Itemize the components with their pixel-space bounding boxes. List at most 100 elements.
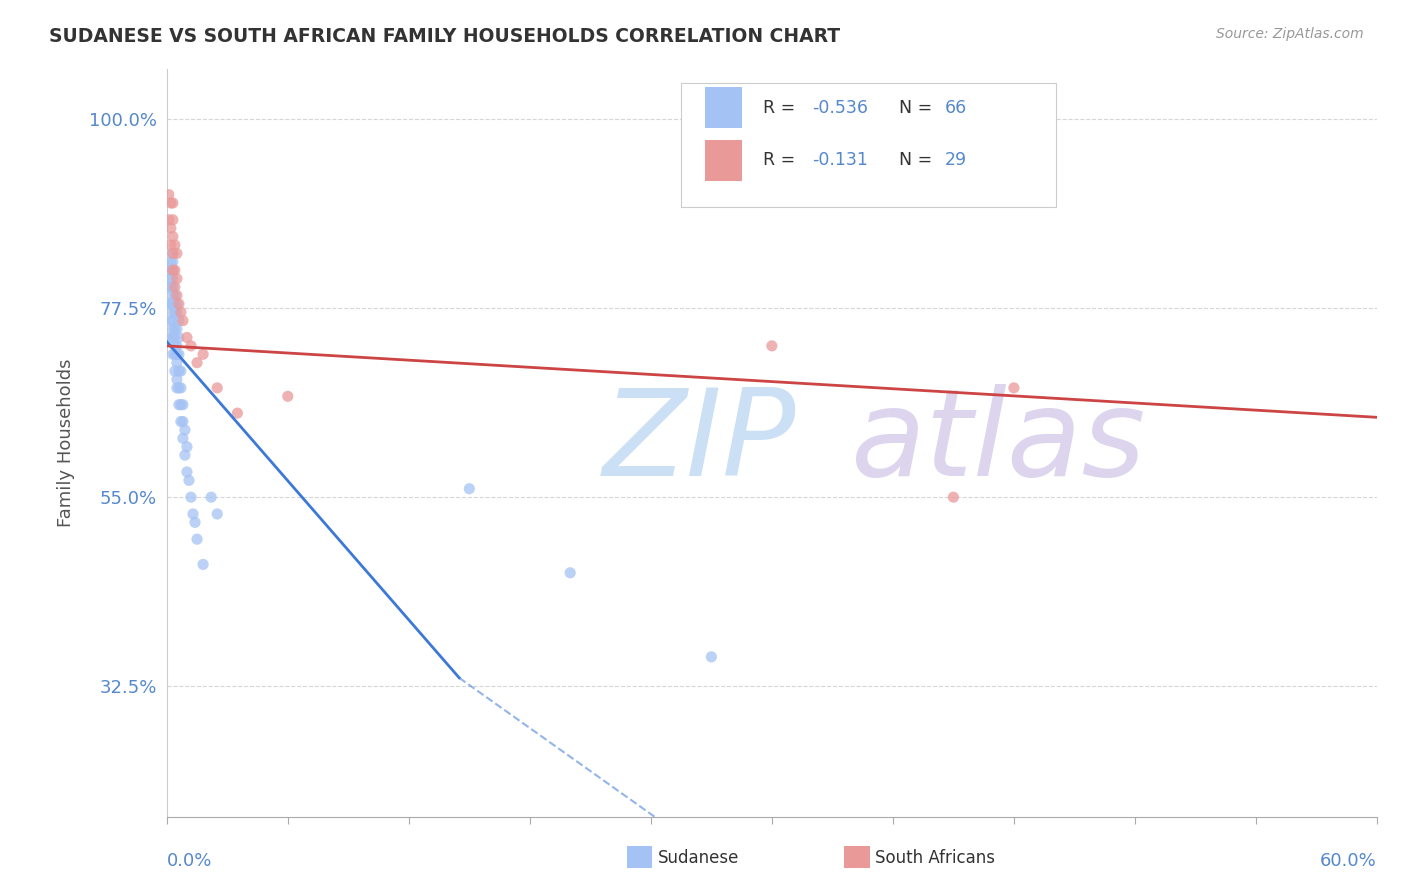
Point — [167, 313, 190, 327]
Point — [172, 431, 194, 445]
Point — [162, 322, 184, 336]
Point — [162, 246, 184, 260]
Text: Sudanese: Sudanese — [658, 848, 740, 866]
Point — [157, 263, 180, 277]
Point — [700, 649, 723, 664]
Point — [163, 280, 186, 294]
Point — [163, 364, 186, 378]
Point — [200, 490, 222, 504]
Point — [166, 288, 188, 302]
Point — [1002, 381, 1025, 395]
Point — [184, 516, 207, 530]
Point — [157, 212, 180, 227]
Point — [159, 263, 181, 277]
Point — [166, 297, 188, 311]
Point — [163, 238, 186, 252]
Point — [162, 263, 184, 277]
Point — [159, 313, 181, 327]
FancyBboxPatch shape — [706, 139, 741, 181]
Point — [159, 221, 181, 235]
Text: R =: R = — [763, 151, 801, 169]
Point — [159, 297, 181, 311]
Point — [761, 339, 783, 353]
Point — [172, 415, 194, 429]
Point — [166, 246, 188, 260]
FancyBboxPatch shape — [706, 87, 741, 128]
Point — [170, 398, 193, 412]
Point — [162, 255, 184, 269]
Text: SUDANESE VS SOUTH AFRICAN FAMILY HOUSEHOLDS CORRELATION CHART: SUDANESE VS SOUTH AFRICAN FAMILY HOUSEHO… — [49, 27, 841, 45]
Text: 66: 66 — [945, 99, 967, 117]
Text: N =: N = — [898, 151, 938, 169]
Point — [167, 398, 190, 412]
Point — [162, 280, 184, 294]
FancyBboxPatch shape — [681, 84, 1056, 207]
Text: Source: ZipAtlas.com: Source: ZipAtlas.com — [1216, 27, 1364, 41]
Point — [159, 271, 181, 285]
Point — [180, 490, 202, 504]
Point — [942, 490, 965, 504]
Text: N =: N = — [898, 99, 938, 117]
Point — [205, 381, 228, 395]
Point — [180, 339, 202, 353]
Y-axis label: Family Households: Family Households — [58, 359, 75, 527]
Point — [162, 347, 184, 361]
Point — [162, 313, 184, 327]
Point — [191, 347, 214, 361]
Point — [166, 347, 188, 361]
Text: 0.0%: 0.0% — [167, 852, 212, 871]
Point — [170, 364, 193, 378]
Point — [159, 280, 181, 294]
Text: 29: 29 — [945, 151, 967, 169]
Point — [166, 271, 188, 285]
Point — [163, 339, 186, 353]
Point — [226, 406, 249, 420]
Text: atlas: atlas — [851, 384, 1146, 501]
Point — [167, 330, 190, 344]
Point — [176, 440, 198, 454]
Point — [159, 196, 181, 211]
Point — [166, 372, 188, 386]
Text: R =: R = — [763, 99, 801, 117]
Point — [159, 238, 181, 252]
Point — [163, 288, 186, 302]
Point — [166, 381, 188, 395]
Point — [162, 212, 184, 227]
Point — [162, 229, 184, 244]
Point — [157, 297, 180, 311]
Point — [162, 263, 184, 277]
Point — [170, 305, 193, 319]
Point — [458, 482, 481, 496]
Point — [167, 297, 190, 311]
Point — [167, 364, 190, 378]
Point — [162, 297, 184, 311]
Point — [162, 246, 184, 260]
Text: South Africans: South Africans — [876, 848, 995, 866]
Point — [159, 330, 181, 344]
Point — [181, 507, 204, 521]
Point — [166, 322, 188, 336]
Point — [167, 381, 190, 395]
Point — [162, 196, 184, 211]
Point — [174, 448, 197, 462]
Point — [176, 465, 198, 479]
Text: -0.536: -0.536 — [811, 99, 868, 117]
Point — [172, 398, 194, 412]
Text: ZIP: ZIP — [602, 384, 796, 501]
Point — [163, 330, 186, 344]
Point — [205, 507, 228, 521]
Text: -0.131: -0.131 — [811, 151, 868, 169]
Point — [186, 532, 208, 546]
Text: 60.0%: 60.0% — [1320, 852, 1376, 871]
Point — [166, 305, 188, 319]
Point — [176, 330, 198, 344]
Point — [162, 271, 184, 285]
Point — [191, 558, 214, 572]
Point — [163, 305, 186, 319]
Point — [157, 187, 180, 202]
Point — [177, 474, 200, 488]
Point — [170, 381, 193, 395]
Point — [163, 297, 186, 311]
Point — [162, 305, 184, 319]
Point — [166, 356, 188, 370]
